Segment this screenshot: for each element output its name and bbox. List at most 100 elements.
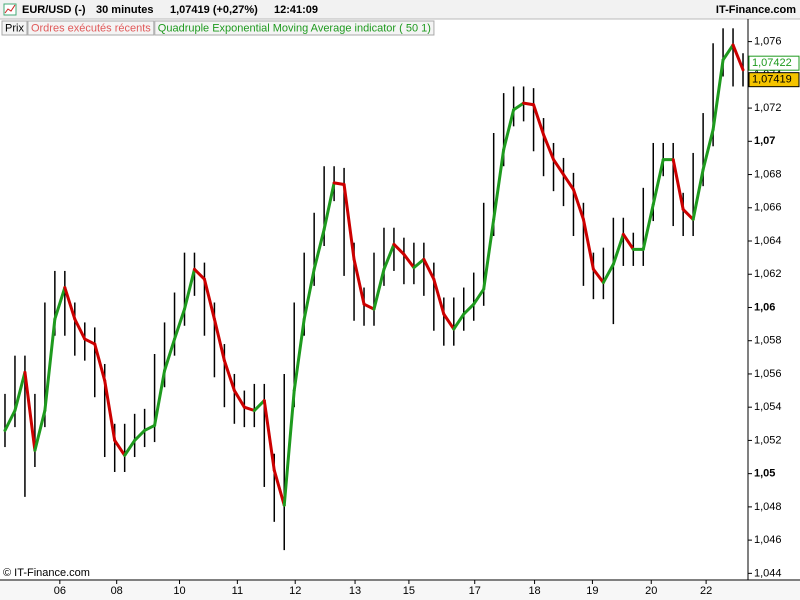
x-tick-label: 11 [232, 585, 243, 597]
indicator-segment [342, 183, 356, 261]
indicator-segment [43, 317, 57, 413]
legend-item: Quadruple Exponential Moving Average ind… [154, 20, 435, 36]
y-tick-label: 1,062 [754, 268, 782, 280]
indicator-segment [183, 267, 196, 311]
indicator-segment [282, 389, 296, 507]
x-tick-label: 08 [111, 585, 123, 597]
indicator-segment [222, 359, 236, 393]
indicator-segment [671, 158, 685, 211]
indicator-segment [422, 257, 436, 281]
indicator-segment [721, 43, 735, 62]
indicator-segment [202, 277, 216, 321]
app-icon-glyph [4, 4, 16, 14]
indicator-segment [362, 302, 376, 311]
y-tick-label: 1,07 [754, 135, 775, 147]
y-tick-label: 1,046 [754, 534, 782, 546]
indicator-segment [73, 317, 87, 341]
y-tick-label: 1,05 [754, 468, 775, 480]
timeframe: 30 minutes [96, 4, 153, 16]
y-tick-label: 1,054 [754, 401, 782, 413]
indicator-segment [173, 307, 187, 341]
indicator-segment [681, 207, 695, 221]
legend-box [27, 20, 155, 36]
indicator-segment [641, 202, 655, 251]
legend-box [1, 20, 28, 36]
x-tick-label: 12 [289, 585, 301, 597]
x-tick-label: 06 [54, 585, 66, 597]
last-value-label: 1,07419 [752, 74, 792, 86]
indicator-segment [143, 423, 157, 432]
indicator-segment [83, 337, 97, 346]
indicator-segment [472, 287, 486, 306]
legend-label: Ordres exécutés récents [31, 22, 151, 34]
indicator-segment [302, 267, 316, 321]
indicator-segment [123, 438, 137, 457]
y-tick-label: 1,072 [754, 102, 782, 114]
indicator-segment [3, 409, 17, 432]
indicator-segment [153, 369, 167, 427]
indicator-segment [402, 252, 416, 270]
y-tick-label: 1,076 [754, 36, 782, 48]
last-value-label: 1,07422 [752, 57, 792, 69]
indicator-segment [701, 128, 715, 172]
indicator-segment [502, 108, 516, 152]
indicator-segment [621, 232, 635, 251]
indicator-segment [571, 187, 585, 221]
indicator-segment [63, 286, 77, 321]
indicator-segment [13, 370, 27, 413]
indicator-segment [242, 405, 256, 413]
legend-box [154, 20, 435, 36]
indicator-segment [352, 257, 366, 306]
credit: © IT-Finance.com [3, 567, 90, 579]
indicator-segment [252, 399, 266, 413]
symbol: EUR/USD (-) [22, 4, 86, 16]
indicator-segment [392, 242, 406, 256]
app-icon[interactable] [3, 3, 17, 16]
indicator-segment [492, 148, 506, 221]
indicator-segment [212, 317, 226, 363]
indicator-segment [601, 262, 615, 285]
indicator-segment [532, 103, 546, 137]
y-tick-label: 1,06 [754, 301, 775, 313]
indicator-segment [711, 58, 725, 132]
indicator-segment [312, 227, 326, 271]
legend-label: Quadruple Exponential Moving Average ind… [158, 22, 431, 34]
x-tick-label: 22 [700, 585, 712, 597]
quote: 1,07419 (+0,27%) [170, 4, 258, 16]
header-bar [0, 0, 800, 19]
y-tick-label: 1,068 [754, 168, 782, 180]
indicator-segment [522, 101, 536, 107]
indicator-segment [552, 158, 565, 177]
indicator-segment [53, 286, 67, 321]
indicator-segment [542, 133, 556, 162]
indicator-segment [33, 409, 47, 452]
x-axis-band [0, 581, 800, 600]
indicator-segment [103, 379, 117, 442]
y-tick-label: 1,064 [754, 235, 782, 247]
indicator-segment [611, 232, 625, 266]
indicator-segment [651, 158, 665, 206]
x-tick-label: 15 [403, 585, 415, 597]
y-tick-label: 1,056 [754, 368, 782, 380]
indicator-segment [591, 267, 605, 285]
legend-label: Prix [5, 22, 24, 34]
indicator-segment [691, 168, 705, 221]
indicator-segment [163, 337, 177, 373]
indicator-segment [292, 317, 306, 393]
indicator-segment [581, 217, 595, 271]
x-tick-label: 18 [528, 585, 540, 597]
time: 12:41:09 [274, 4, 318, 16]
indicator-segment [23, 370, 37, 452]
indicator-segment [332, 181, 346, 187]
indicator-segment [272, 468, 286, 507]
indicator-segment [512, 101, 526, 112]
y-tick-label: 1,066 [754, 202, 782, 214]
indicator-segment [382, 242, 396, 271]
indicator-segment [462, 302, 476, 316]
indicator-segment [442, 312, 456, 331]
x-tick-label: 20 [645, 585, 657, 597]
indicator-segment [482, 217, 496, 291]
brand: IT-Finance.com [716, 4, 796, 16]
x-tick-label: 10 [173, 585, 185, 597]
